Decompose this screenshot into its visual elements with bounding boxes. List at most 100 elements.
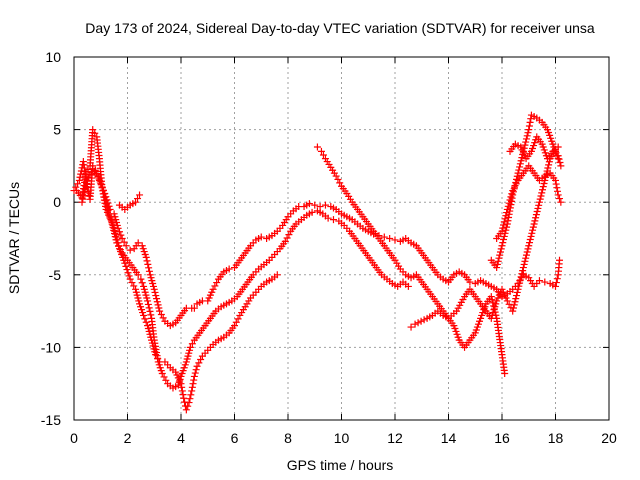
data-point xyxy=(101,193,109,201)
data-point xyxy=(185,399,193,407)
data-point xyxy=(525,126,533,134)
data-point xyxy=(510,301,518,309)
data-point xyxy=(509,307,517,315)
data-point xyxy=(488,296,496,304)
data-point xyxy=(544,164,552,172)
data-point xyxy=(497,245,505,253)
data-point xyxy=(234,315,242,323)
x-tick-label: 20 xyxy=(601,430,617,446)
data-point xyxy=(145,304,153,312)
data-point xyxy=(118,235,126,242)
data-point xyxy=(144,300,152,308)
data-point xyxy=(184,402,192,410)
data-point xyxy=(526,236,534,244)
x-tick-label: 2 xyxy=(124,430,132,446)
data-point xyxy=(518,270,526,278)
data-point xyxy=(126,275,134,283)
data-point xyxy=(102,200,110,208)
data-markers xyxy=(70,111,565,414)
data-point xyxy=(503,205,511,213)
data-point xyxy=(535,201,543,209)
data-point xyxy=(404,282,412,290)
data-point xyxy=(516,160,524,168)
data-point xyxy=(317,147,325,155)
data-point xyxy=(522,135,530,143)
data-point xyxy=(517,273,525,281)
data-point xyxy=(104,206,112,214)
data-point xyxy=(134,271,142,279)
data-point xyxy=(522,254,530,262)
data-point xyxy=(552,282,559,290)
data-point xyxy=(160,373,168,381)
data-point xyxy=(225,265,233,273)
data-point xyxy=(499,224,507,232)
data-point xyxy=(391,236,399,244)
data-point xyxy=(123,266,131,274)
data-point xyxy=(122,242,130,250)
data-point xyxy=(142,318,150,326)
data-point xyxy=(516,276,524,284)
data-point xyxy=(195,359,203,367)
y-tick-label: 0 xyxy=(53,194,61,210)
data-point xyxy=(213,279,221,287)
data-point xyxy=(178,387,186,395)
data-point xyxy=(141,315,149,323)
data-point xyxy=(499,239,507,247)
data-point xyxy=(321,201,329,209)
data-point xyxy=(179,391,187,399)
data-point xyxy=(188,387,196,395)
chart-title: Day 173 of 2024, Sidereal Day-to-day VTE… xyxy=(85,20,595,36)
data-point xyxy=(99,187,107,195)
data-point xyxy=(537,192,545,200)
data-point xyxy=(190,304,198,312)
data-point xyxy=(501,370,509,378)
data-point xyxy=(138,279,146,287)
data-point xyxy=(552,176,559,184)
data-point xyxy=(140,311,148,319)
data-point xyxy=(122,262,130,270)
data-point xyxy=(186,395,194,403)
data-point xyxy=(556,159,564,167)
data-point xyxy=(81,186,89,194)
data-point xyxy=(554,187,562,195)
data-point xyxy=(522,251,530,259)
data-point xyxy=(536,195,544,203)
data-point xyxy=(190,376,198,384)
data-point xyxy=(144,260,152,268)
data-point xyxy=(132,198,140,206)
data-point xyxy=(495,254,503,262)
data-point xyxy=(151,288,159,296)
data-point xyxy=(514,285,522,293)
data-point xyxy=(519,264,527,272)
data-point xyxy=(523,132,531,140)
data-point xyxy=(74,180,82,188)
data-point xyxy=(411,320,419,328)
data-point xyxy=(311,201,319,209)
data-point xyxy=(308,208,316,216)
data-point xyxy=(420,316,428,324)
data-point xyxy=(178,383,186,391)
data-point xyxy=(143,257,151,265)
series-trace-f xyxy=(407,147,565,331)
x-tick-label: 0 xyxy=(70,430,78,446)
data-point xyxy=(78,198,86,206)
data-point xyxy=(121,259,129,267)
x-axis-label: GPS time / hours xyxy=(287,457,394,473)
data-point xyxy=(500,236,508,244)
data-point xyxy=(554,191,562,199)
data-point xyxy=(117,231,125,239)
data-point xyxy=(529,226,537,234)
data-point xyxy=(103,203,111,211)
data-point xyxy=(154,301,162,309)
data-point xyxy=(187,391,195,399)
data-point xyxy=(504,202,512,210)
data-point xyxy=(153,298,161,306)
grid-lines xyxy=(74,57,609,420)
data-point xyxy=(79,195,87,203)
data-point xyxy=(466,278,474,286)
data-point xyxy=(503,209,511,217)
data-point xyxy=(120,238,128,246)
data-point xyxy=(532,214,540,222)
x-tick-label: 6 xyxy=(231,430,239,446)
